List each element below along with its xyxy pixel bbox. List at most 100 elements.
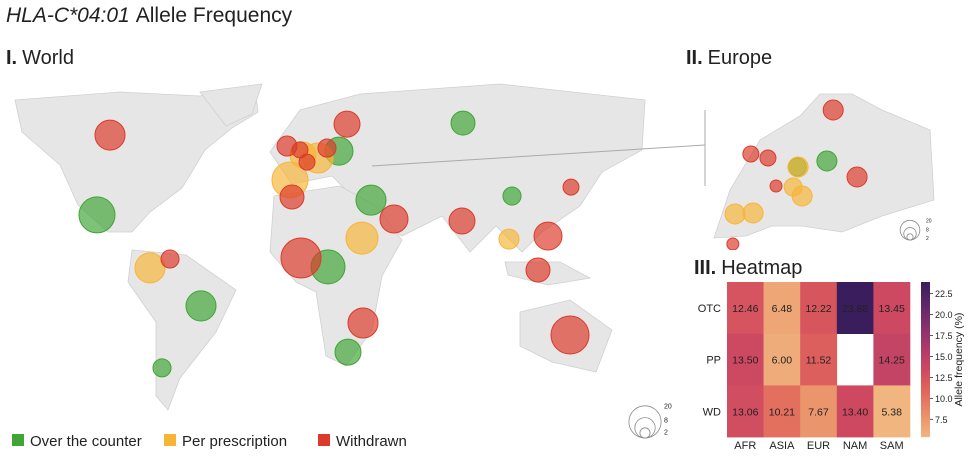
column-label: ASIA bbox=[769, 440, 795, 452]
colorbar-tick-label: 12.5 bbox=[935, 373, 953, 383]
colorbar-tick-label: 20.0 bbox=[935, 310, 953, 320]
bubble bbox=[355, 184, 387, 216]
bubble bbox=[533, 221, 563, 251]
size-legend-label: 8 bbox=[664, 417, 668, 424]
column-label: AFR bbox=[734, 440, 756, 452]
heatmap-cell bbox=[800, 282, 838, 334]
row-label: PP bbox=[706, 355, 721, 367]
column-label: EUR bbox=[807, 440, 830, 452]
legend-label: Per prescription bbox=[182, 433, 287, 450]
colorbar-tick-label: 17.5 bbox=[935, 331, 953, 341]
colorbar-tick-label: 10.0 bbox=[935, 394, 953, 404]
legend-swatch bbox=[12, 434, 24, 446]
bubble bbox=[759, 149, 777, 167]
cell-label: 10.21 bbox=[769, 406, 795, 418]
size-legend-circle bbox=[628, 405, 662, 439]
bubble bbox=[345, 221, 379, 255]
bubble bbox=[742, 202, 764, 224]
cell-label: 5.38 bbox=[881, 406, 902, 418]
cell-label: 7.67 bbox=[808, 406, 829, 418]
cell-label: 12.22 bbox=[805, 303, 831, 315]
heatmap-cell bbox=[727, 282, 764, 334]
bubble bbox=[134, 252, 166, 284]
size-legend-circle bbox=[639, 427, 651, 439]
size-legend-circle bbox=[899, 219, 921, 241]
bubble bbox=[450, 110, 476, 136]
bubble bbox=[724, 203, 746, 225]
bubble bbox=[298, 153, 316, 171]
panel-title: I. World bbox=[6, 47, 74, 69]
cell-label: 11.52 bbox=[806, 355, 832, 367]
size-legend-label: 20 bbox=[926, 218, 932, 224]
bubble bbox=[333, 110, 361, 138]
bubble bbox=[791, 185, 813, 207]
column-label: SAM bbox=[880, 440, 904, 452]
bubble bbox=[502, 186, 522, 206]
colorbar-tick-label: 7.5 bbox=[935, 415, 948, 425]
bubble bbox=[448, 207, 476, 235]
bubble-layer bbox=[78, 110, 590, 378]
heatmap-cell bbox=[873, 282, 911, 334]
heatmap-cell bbox=[836, 282, 874, 334]
bubble bbox=[742, 145, 760, 163]
column-label: NAM bbox=[843, 440, 867, 452]
heatmap-cell bbox=[800, 385, 838, 438]
bubble bbox=[160, 249, 180, 269]
bubble bbox=[379, 204, 409, 234]
bubble bbox=[550, 315, 590, 355]
heatmap-cell bbox=[727, 385, 764, 438]
row-label: OTC bbox=[698, 303, 721, 315]
bubble bbox=[94, 119, 126, 151]
panel-title: II. Europe bbox=[686, 47, 772, 69]
title-text: Allele Frequency bbox=[136, 4, 293, 27]
bubble bbox=[562, 178, 580, 196]
heatmap-cell bbox=[873, 385, 911, 438]
bubble bbox=[334, 338, 362, 366]
size-legend-label: 8 bbox=[926, 228, 929, 234]
bubble bbox=[816, 150, 838, 172]
bubble bbox=[280, 237, 322, 279]
panel-number: III. bbox=[694, 257, 716, 279]
bubble bbox=[317, 138, 337, 158]
heatmap-cell bbox=[727, 333, 764, 386]
bubble bbox=[78, 196, 116, 234]
cell-label: 13.50 bbox=[732, 355, 758, 367]
bubble bbox=[279, 184, 305, 210]
bubble bbox=[152, 358, 172, 378]
heatmap-cell bbox=[800, 333, 838, 386]
bubble-layer bbox=[724, 99, 868, 250]
legend-swatch bbox=[318, 434, 330, 446]
inset-connector bbox=[371, 144, 706, 167]
panel-number: II. bbox=[686, 47, 703, 69]
heatmap-cell bbox=[763, 385, 801, 438]
bubble bbox=[347, 307, 379, 339]
size-legend-label: 20 bbox=[664, 404, 672, 411]
panel-name: World bbox=[22, 47, 74, 69]
colorbar-tick-label: 15.0 bbox=[935, 352, 953, 362]
legend-label: Over the counter bbox=[30, 433, 142, 450]
bubble bbox=[726, 237, 740, 250]
size-legend-label: 2 bbox=[664, 430, 668, 437]
cell-label: 13.40 bbox=[842, 406, 868, 418]
colorbar bbox=[921, 282, 930, 438]
row-label: WD bbox=[703, 406, 721, 418]
bubble bbox=[185, 290, 217, 322]
bubble bbox=[498, 228, 520, 250]
marks: 20 8 2 20 8 2 OTC 12.46 6.48 12.22 23.88 13.45 PP 13.… bbox=[12, 99, 965, 452]
cell-label: 14.25 bbox=[879, 355, 905, 367]
bubble bbox=[822, 99, 844, 121]
cell-label: 13.45 bbox=[879, 303, 905, 315]
figure-title: HLA-C*04:01 Allele Frequency bbox=[6, 4, 293, 27]
gene-name: HLA-C*04:01 bbox=[6, 4, 130, 27]
bubble bbox=[787, 156, 809, 178]
panel-title: III. Heatmap bbox=[694, 257, 802, 279]
cell-label: 23.88 bbox=[842, 303, 868, 315]
cell-label: 12.46 bbox=[732, 303, 758, 315]
legend-swatch bbox=[164, 434, 176, 446]
cell-label: 6.00 bbox=[772, 355, 793, 367]
legend-label: Withdrawn bbox=[336, 433, 407, 450]
size-legend-label: 2 bbox=[926, 236, 929, 242]
bubble bbox=[769, 179, 783, 193]
colorbar-tick-label: 22.5 bbox=[935, 289, 953, 299]
